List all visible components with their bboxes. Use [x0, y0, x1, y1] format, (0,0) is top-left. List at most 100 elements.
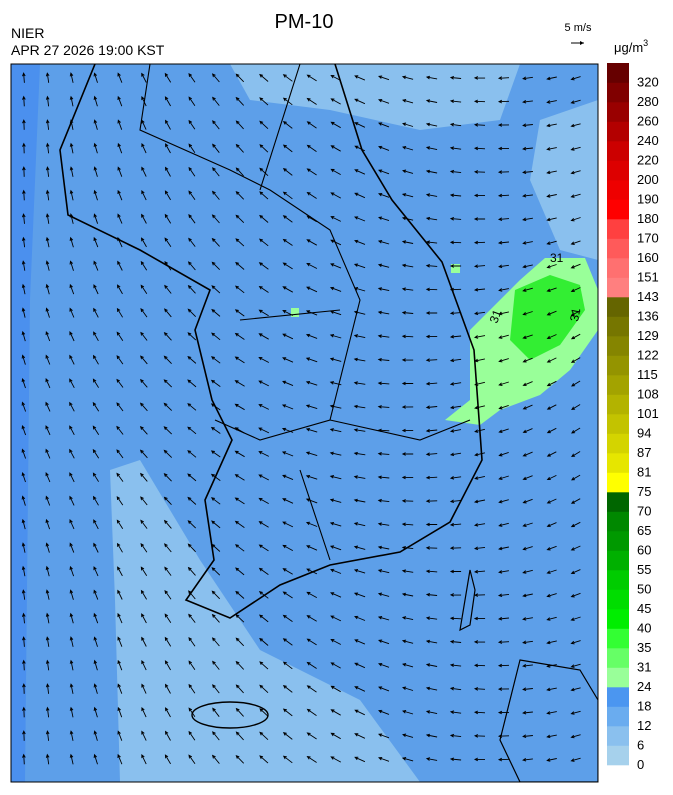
wind-arrow [258, 521, 269, 528]
wind-arrow [522, 475, 533, 480]
wind-arrow [69, 189, 74, 201]
wind-arrow [498, 522, 509, 527]
wind-arrow [498, 334, 509, 339]
wind-arrow [117, 706, 123, 718]
wind-arrow [210, 403, 221, 411]
wind-arrow [473, 170, 486, 174]
wind-arrow [425, 193, 438, 197]
colorbar-label: 0 [637, 757, 644, 772]
wind-arrow [305, 451, 318, 457]
wind-arrow [329, 428, 342, 433]
wind-arrow [570, 76, 581, 81]
colorbar-swatch [607, 63, 629, 83]
wind-arrow [522, 593, 533, 598]
wind-arrow [117, 612, 123, 624]
wind-arrow [258, 380, 270, 387]
wind-arrow [473, 687, 486, 691]
wind-arrow [21, 495, 26, 506]
wind-arrow [235, 167, 244, 177]
wind-arrow [45, 753, 50, 765]
wind-arrow [116, 496, 124, 506]
wind-arrow [546, 758, 557, 762]
wind-arrow [188, 96, 196, 107]
wind-arrow [187, 496, 197, 505]
wind-arrow [402, 663, 414, 668]
colorbar-swatch [607, 82, 629, 103]
wind-arrow [546, 427, 557, 434]
wind-arrow [571, 380, 581, 387]
concentration-band [530, 100, 598, 260]
colorbar-swatch [607, 180, 629, 200]
wind-arrow [425, 592, 438, 597]
wind-arrow [235, 707, 244, 717]
wind-arrow [187, 473, 197, 482]
wind-arrow [330, 168, 341, 175]
wind-arrow [306, 97, 317, 105]
wind-arrow [211, 754, 220, 764]
wind-arrow [259, 214, 269, 223]
wind-arrow [546, 640, 557, 645]
wind-arrow [92, 472, 99, 482]
wind-arrow [522, 381, 533, 387]
wind-arrow [282, 262, 293, 270]
wind-arrow [449, 358, 462, 363]
colorbar-swatch [607, 219, 629, 239]
wind-arrow [425, 334, 438, 339]
wind-arrow [497, 593, 510, 598]
wind-arrow [497, 123, 510, 127]
wind-arrow [69, 589, 74, 600]
wind-arrow [353, 334, 366, 339]
wind-arrow [378, 662, 390, 668]
wind-arrow [449, 710, 462, 714]
wind-arrow [378, 75, 390, 81]
wind-arrow [449, 75, 462, 80]
wind-arrow [45, 331, 51, 342]
wind-arrow [187, 355, 197, 364]
wind-arrow [474, 452, 486, 457]
wind-arrow [93, 284, 99, 295]
wind-arrow [473, 523, 486, 527]
wind-arrow [570, 734, 581, 739]
wind-arrow [282, 521, 294, 528]
wind-arrow [234, 309, 245, 317]
wind-arrow [306, 661, 317, 669]
wind-arrow [546, 310, 557, 316]
wind-arrow [546, 357, 557, 363]
wind-arrow [258, 497, 269, 504]
wind-arrow [163, 355, 172, 365]
wind-arrow [211, 190, 220, 200]
wind-arrow [45, 448, 51, 459]
wind-arrow [401, 75, 414, 80]
wind-arrow [353, 568, 366, 574]
wind-arrow [45, 142, 50, 154]
wind-arrow [425, 381, 438, 386]
wind-arrow [45, 189, 50, 201]
wind-arrow [188, 660, 196, 671]
wind-arrow [401, 757, 414, 762]
wind-arrow [522, 100, 533, 104]
wind-arrow [45, 307, 50, 318]
wind-arrow [22, 166, 26, 177]
wind-arrow [282, 708, 293, 717]
wind-arrow [570, 333, 581, 340]
wind-arrow [330, 685, 341, 693]
wind-arrow [163, 402, 173, 411]
wind-arrow [473, 499, 486, 504]
colorbar-swatch [607, 706, 629, 727]
wind-arrow [330, 615, 342, 622]
map-background [11, 64, 598, 782]
wind-arrow [329, 475, 342, 480]
wind-arrow [282, 357, 294, 363]
wind-arrow [258, 285, 269, 293]
wind-arrow [45, 260, 50, 271]
wind-arrow [69, 166, 74, 177]
colorbar-label: 18 [637, 699, 651, 714]
wind-arrow [546, 147, 557, 151]
wind-arrow [571, 451, 581, 458]
wind-arrow [117, 213, 123, 224]
wind-arrow [522, 76, 533, 81]
wind-arrow [45, 166, 50, 177]
wind-arrow [473, 123, 486, 127]
wind-arrow [473, 146, 486, 151]
colorbar-swatch [607, 628, 629, 649]
